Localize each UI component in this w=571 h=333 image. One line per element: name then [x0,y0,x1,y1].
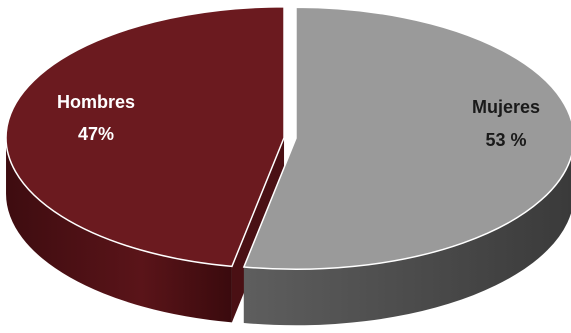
slice-value-label-1: 47% [78,124,114,144]
slice-value-label-0: 53 % [485,130,526,150]
slice-side-0-0 [243,157,571,326]
slice-hombres [5,5,285,268]
slice-name-label-0: Mujeres [472,97,540,117]
slice-name-label-1: Hombres [57,92,135,112]
slice-side-1-0 [6,137,232,323]
slice-mujeres [242,6,571,271]
